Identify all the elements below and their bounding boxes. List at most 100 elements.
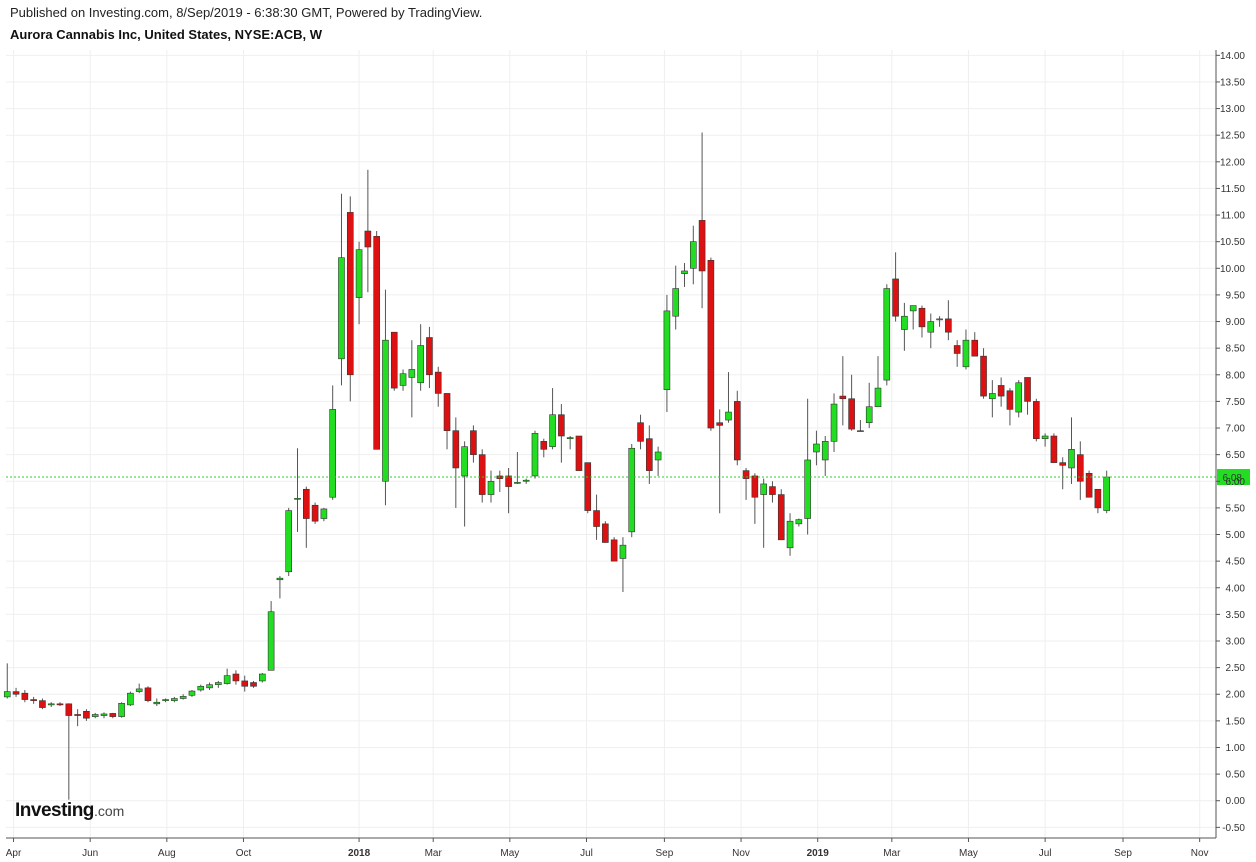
y-tick-label: 13.50 (1220, 77, 1245, 88)
candle-body-up (865, 406, 873, 424)
candle-body-down (346, 212, 354, 376)
candle (725, 372, 732, 423)
candles (3, 132, 1110, 800)
candle-body-down (83, 710, 90, 719)
candle-body-up (672, 288, 680, 317)
candle (215, 680, 222, 688)
candle (179, 694, 187, 700)
y-tick-label: 2.00 (1226, 690, 1246, 701)
candle (118, 702, 125, 718)
y-tick-label: 4.00 (1226, 583, 1246, 594)
candle (628, 444, 636, 538)
candle (848, 374, 855, 431)
candle-body-up (294, 498, 301, 500)
candle-body-down (945, 318, 952, 333)
candle (12, 687, 20, 697)
candle (857, 420, 864, 432)
price-axis: 14.00 13.50 13.00 12.50 12.00 11.50 11.00 10.50… (1215, 50, 1246, 838)
candle (707, 257, 715, 431)
candle-body-up (760, 483, 767, 495)
candle-body-up (522, 479, 530, 482)
y-tick-label: 3.00 (1226, 637, 1246, 648)
candle (408, 340, 416, 418)
time-axis: Apr Jun Aug Oct 2018 Mar May Jul Sep Nov 2019 Mar Ma… (6, 837, 1216, 859)
candle (21, 689, 29, 703)
candle (1076, 441, 1084, 500)
candle (259, 672, 266, 683)
candle-body-up (1068, 449, 1075, 469)
candle (1006, 388, 1014, 426)
candle (285, 507, 293, 577)
candle (821, 436, 829, 476)
candle (153, 698, 161, 706)
x-tick-label: Jul (1039, 848, 1052, 859)
y-tick-label: 7.00 (1226, 424, 1246, 435)
candle (830, 393, 838, 452)
candle-body-up (118, 702, 125, 717)
candle-body-up (197, 685, 205, 691)
y-tick-label: 6.00 (1226, 477, 1246, 488)
candle (303, 486, 310, 548)
y-tick-label: 2.50 (1226, 663, 1246, 674)
candle-body-down (953, 345, 961, 354)
candle-body-down (892, 278, 899, 317)
candle (777, 489, 785, 541)
candle (1041, 433, 1049, 447)
candle (100, 712, 108, 719)
candle (65, 703, 73, 800)
candle (241, 675, 249, 692)
candle (373, 231, 380, 450)
candle (795, 518, 803, 527)
x-tick-label: 2018 (348, 848, 371, 859)
candle (47, 702, 55, 708)
candle (733, 390, 741, 466)
candle-body-up (566, 437, 574, 439)
candle (874, 356, 882, 408)
candle-body-down (602, 523, 609, 543)
candle (566, 436, 574, 450)
candle-body-up (188, 690, 196, 696)
candle-body-down (373, 236, 380, 450)
candle (3, 663, 11, 699)
candle (883, 284, 891, 386)
candle-body-down (593, 510, 600, 527)
candle (927, 313, 935, 349)
candle (558, 404, 565, 463)
candle-body-down (707, 260, 715, 429)
candle (716, 409, 723, 514)
candle-body-down (434, 371, 442, 394)
y-tick-label: -0.50 (1222, 823, 1245, 834)
candle (434, 366, 442, 407)
candle-body-up (276, 577, 284, 581)
candle-body-up (417, 345, 424, 384)
candle (980, 348, 987, 399)
candle-body-down (637, 422, 644, 442)
candle-body-up (338, 257, 345, 360)
candle (232, 670, 240, 685)
candle (74, 709, 81, 727)
candle-body-down (241, 680, 249, 687)
candle (487, 470, 495, 503)
candle (30, 696, 37, 704)
candle (443, 393, 451, 450)
candle-body-down (733, 401, 741, 461)
candle-body-up (179, 696, 187, 699)
candle (786, 513, 794, 556)
y-tick-label: 7.50 (1226, 397, 1246, 408)
x-tick-label: Jun (82, 848, 98, 859)
candle-body-down (364, 230, 372, 248)
candle-body-up (936, 318, 943, 321)
candle-body-down (698, 220, 706, 272)
x-tick-label: May (959, 848, 978, 859)
candle (945, 300, 952, 341)
candle (91, 712, 99, 719)
candle-body-down (540, 441, 548, 450)
candle (813, 430, 820, 466)
candle (901, 302, 908, 351)
logo-suffix: .com (94, 803, 124, 819)
logo-brand: Investing (15, 800, 94, 821)
y-tick-label: 11.50 (1221, 184, 1246, 195)
candle-body-up (1015, 382, 1023, 413)
x-tick-label: May (500, 848, 519, 859)
candle-body-down (769, 486, 776, 495)
